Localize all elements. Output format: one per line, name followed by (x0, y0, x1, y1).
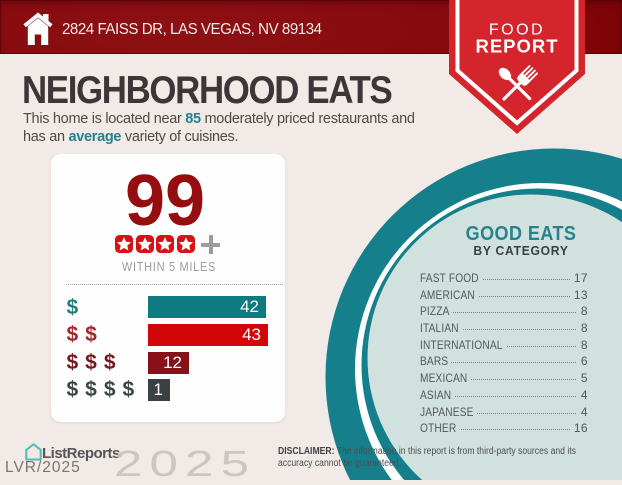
svg-text:REPORT: REPORT (475, 36, 558, 57)
